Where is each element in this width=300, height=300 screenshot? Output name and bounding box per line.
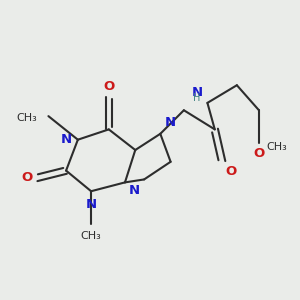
Text: N: N xyxy=(165,116,176,129)
Text: CH₃: CH₃ xyxy=(81,231,101,241)
Text: O: O xyxy=(103,80,114,93)
Text: O: O xyxy=(225,165,236,178)
Text: O: O xyxy=(253,147,265,160)
Text: CH₃: CH₃ xyxy=(266,142,287,152)
Text: N: N xyxy=(192,86,203,99)
Text: O: O xyxy=(21,172,32,184)
Text: N: N xyxy=(85,198,97,211)
Text: N: N xyxy=(60,133,71,146)
Text: CH₃: CH₃ xyxy=(17,113,38,123)
Text: H: H xyxy=(193,94,201,103)
Text: N: N xyxy=(129,184,140,197)
